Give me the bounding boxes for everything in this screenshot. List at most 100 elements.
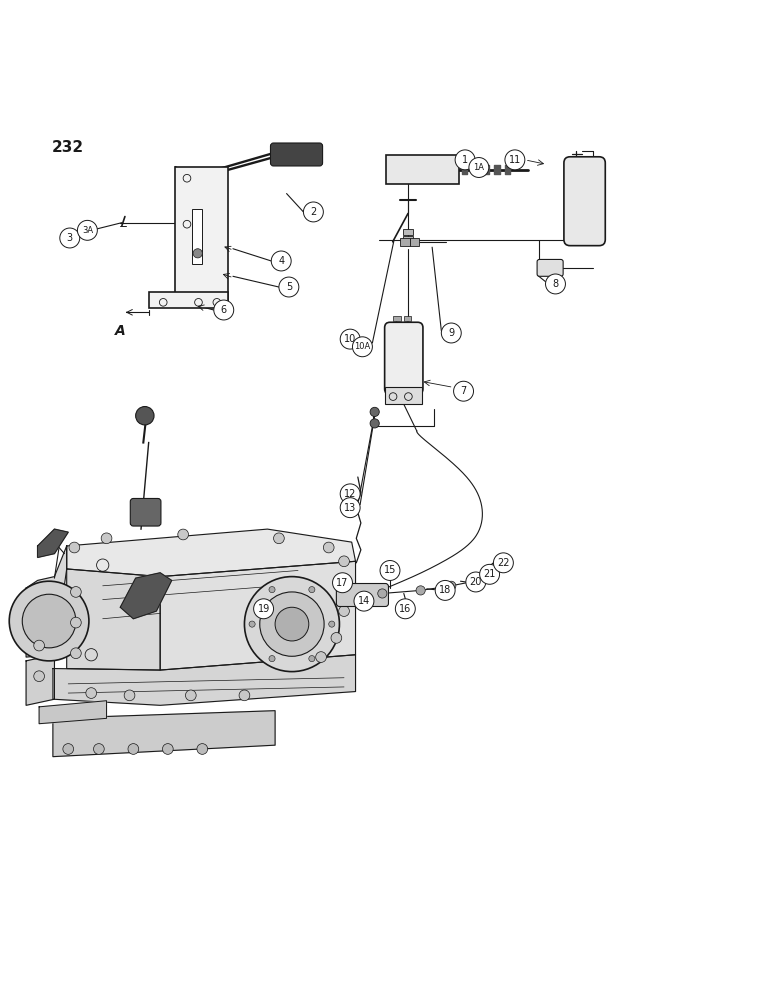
Text: 2: 2 bbox=[310, 207, 317, 217]
Text: 232: 232 bbox=[51, 140, 83, 155]
Circle shape bbox=[353, 337, 372, 357]
Text: 1: 1 bbox=[462, 155, 468, 165]
Circle shape bbox=[34, 671, 44, 682]
Polygon shape bbox=[160, 561, 356, 670]
Circle shape bbox=[239, 690, 250, 701]
Text: 21: 21 bbox=[484, 569, 496, 579]
Circle shape bbox=[101, 533, 112, 544]
Circle shape bbox=[193, 249, 202, 258]
Circle shape bbox=[340, 329, 360, 349]
Text: 22: 22 bbox=[497, 558, 509, 568]
Circle shape bbox=[63, 744, 73, 754]
Text: 12: 12 bbox=[344, 489, 356, 499]
Text: 10: 10 bbox=[344, 334, 356, 344]
Circle shape bbox=[254, 599, 274, 619]
Bar bbox=[410, 238, 419, 246]
Text: 16: 16 bbox=[399, 604, 411, 614]
Circle shape bbox=[339, 606, 349, 616]
Circle shape bbox=[545, 274, 565, 294]
Circle shape bbox=[136, 407, 154, 425]
Circle shape bbox=[370, 407, 379, 416]
Circle shape bbox=[70, 617, 81, 628]
Bar bbox=[402, 236, 413, 243]
Circle shape bbox=[354, 591, 374, 611]
Polygon shape bbox=[53, 711, 275, 757]
Text: 20: 20 bbox=[470, 577, 482, 587]
Circle shape bbox=[303, 202, 324, 222]
Text: 3: 3 bbox=[67, 233, 73, 243]
FancyBboxPatch shape bbox=[271, 143, 323, 166]
Circle shape bbox=[271, 251, 291, 271]
Circle shape bbox=[309, 587, 315, 593]
Text: 11: 11 bbox=[509, 155, 521, 165]
Polygon shape bbox=[39, 701, 107, 724]
Circle shape bbox=[249, 621, 255, 627]
Circle shape bbox=[447, 581, 456, 590]
Bar bbox=[385, 387, 422, 404]
Circle shape bbox=[332, 573, 353, 593]
Circle shape bbox=[70, 587, 81, 597]
Circle shape bbox=[466, 572, 486, 592]
Text: 18: 18 bbox=[439, 585, 452, 595]
Circle shape bbox=[60, 228, 80, 248]
Circle shape bbox=[275, 607, 309, 641]
Circle shape bbox=[34, 640, 44, 651]
Circle shape bbox=[178, 529, 189, 540]
Circle shape bbox=[70, 648, 81, 659]
Circle shape bbox=[455, 150, 475, 170]
Circle shape bbox=[340, 484, 360, 504]
Circle shape bbox=[69, 542, 80, 553]
Bar bbox=[386, 155, 459, 184]
Text: 5: 5 bbox=[285, 282, 292, 292]
Circle shape bbox=[505, 150, 525, 170]
Circle shape bbox=[340, 498, 360, 518]
Text: 3A: 3A bbox=[82, 226, 93, 235]
Polygon shape bbox=[53, 655, 356, 705]
Text: 7: 7 bbox=[460, 386, 466, 396]
Bar bbox=[149, 292, 228, 308]
Text: 8: 8 bbox=[552, 279, 558, 289]
Circle shape bbox=[494, 553, 513, 573]
Circle shape bbox=[339, 579, 349, 590]
Circle shape bbox=[416, 586, 425, 595]
Circle shape bbox=[380, 561, 400, 580]
Circle shape bbox=[124, 690, 135, 701]
Circle shape bbox=[435, 580, 455, 600]
Bar bbox=[402, 229, 413, 235]
Bar bbox=[193, 209, 202, 264]
Bar bbox=[176, 167, 228, 301]
Text: 10A: 10A bbox=[354, 342, 370, 351]
Text: 14: 14 bbox=[358, 596, 370, 606]
Circle shape bbox=[274, 533, 284, 544]
Circle shape bbox=[370, 419, 379, 428]
Text: A: A bbox=[115, 324, 126, 338]
Circle shape bbox=[162, 744, 173, 754]
Circle shape bbox=[339, 556, 349, 567]
Bar bbox=[400, 238, 410, 246]
Polygon shape bbox=[67, 569, 160, 670]
Polygon shape bbox=[26, 546, 67, 657]
Text: 13: 13 bbox=[344, 503, 356, 513]
Circle shape bbox=[77, 220, 98, 240]
FancyBboxPatch shape bbox=[130, 498, 161, 526]
Circle shape bbox=[454, 381, 473, 401]
Text: 4: 4 bbox=[278, 256, 284, 266]
Circle shape bbox=[86, 688, 97, 698]
Polygon shape bbox=[120, 573, 172, 619]
Circle shape bbox=[309, 656, 315, 662]
Text: 17: 17 bbox=[336, 578, 349, 588]
Circle shape bbox=[378, 589, 387, 598]
Polygon shape bbox=[26, 655, 55, 705]
Circle shape bbox=[279, 277, 299, 297]
Circle shape bbox=[331, 633, 342, 643]
Text: 19: 19 bbox=[257, 604, 270, 614]
FancyBboxPatch shape bbox=[537, 259, 563, 276]
Circle shape bbox=[328, 621, 335, 627]
Circle shape bbox=[269, 656, 275, 662]
Circle shape bbox=[23, 594, 76, 648]
FancyBboxPatch shape bbox=[564, 157, 605, 246]
Circle shape bbox=[128, 744, 139, 754]
Polygon shape bbox=[37, 529, 68, 557]
Text: 1A: 1A bbox=[473, 163, 484, 172]
Circle shape bbox=[186, 690, 197, 701]
